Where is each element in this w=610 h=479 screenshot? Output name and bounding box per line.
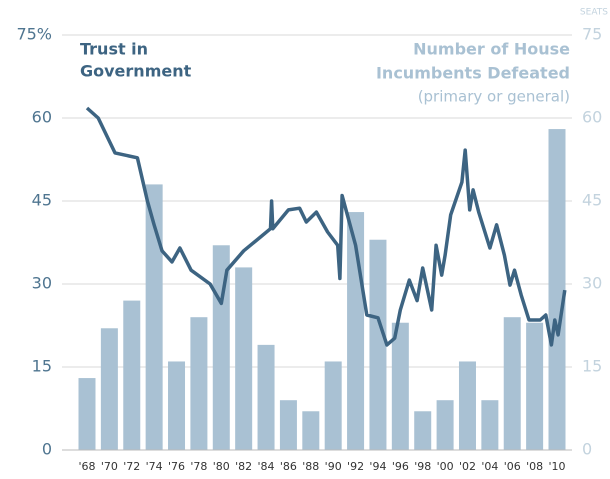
y2-tick-label: 30: [582, 274, 602, 293]
x-tick-label: '70: [101, 460, 118, 473]
bar: [526, 322, 544, 450]
x-tick-label: '82: [235, 460, 252, 473]
x-tick-label: '84: [258, 460, 275, 473]
bar: [168, 361, 186, 450]
bar-label: Incumbents Defeated: [376, 64, 570, 83]
x-tick-label: '94: [369, 460, 386, 473]
bar: [100, 328, 118, 450]
x-tick-label: '02: [459, 460, 476, 473]
bar: [503, 317, 521, 450]
x-tick-label: '72: [123, 460, 140, 473]
y2-tick-label: 75: [582, 25, 602, 44]
x-tick-label: '74: [146, 460, 163, 473]
bar-label: Number of House: [413, 40, 570, 59]
bar: [369, 239, 387, 450]
line-label: Trust in: [80, 40, 148, 59]
bar: [324, 361, 342, 450]
bar: [190, 317, 208, 450]
bar: [302, 411, 320, 450]
bar: [235, 267, 253, 450]
x-tick-label: '10: [548, 460, 565, 473]
x-tick-label: '96: [392, 460, 409, 473]
bar: [414, 411, 432, 450]
x-tick-label: '88: [302, 460, 319, 473]
x-tick-label: '92: [347, 460, 364, 473]
x-tick-label: '76: [168, 460, 185, 473]
x-tick-label: '06: [504, 460, 521, 473]
bar: [145, 184, 163, 450]
y-tick-label: 15: [32, 357, 52, 376]
y-tick-label: 75%: [16, 25, 52, 44]
bar: [458, 361, 476, 450]
x-tick-label: '68: [78, 460, 95, 473]
x-tick-label: '00: [437, 460, 454, 473]
x-tick-label: '90: [325, 460, 342, 473]
y2-tick-label: 60: [582, 108, 602, 127]
x-tick-label: '86: [280, 460, 297, 473]
bar: [481, 400, 499, 450]
y2-axis-label: SEATS: [580, 8, 608, 18]
x-tick-label: '80: [213, 460, 230, 473]
y-tick-label: 0: [42, 440, 52, 459]
bar: [257, 344, 275, 450]
line-label: Government: [80, 62, 192, 81]
x-tick-label: '78: [190, 460, 207, 473]
bar: [436, 400, 454, 450]
bar: [78, 378, 96, 450]
x-tick-label: '08: [526, 460, 543, 473]
y2-tick-label: 15: [582, 357, 602, 376]
bar: [548, 129, 566, 451]
x-tick-label: '98: [414, 460, 431, 473]
y2-tick-label: 45: [582, 191, 602, 210]
bar-label: (primary or general): [418, 88, 570, 106]
bar: [279, 400, 297, 450]
trust-line: [85, 106, 567, 347]
y-tick-label: 30: [32, 274, 52, 293]
x-tick-label: '04: [481, 460, 498, 473]
bar: [123, 300, 141, 450]
y-tick-label: 45: [32, 191, 52, 210]
y2-tick-label: 0: [582, 440, 592, 459]
bar: [391, 322, 409, 450]
y-tick-label: 60: [32, 108, 52, 127]
plot: 0 15 30 45 60 75% 0 15 30 45 60 75 '68 '70 '72 '74 '76 '7…: [16, 25, 602, 474]
